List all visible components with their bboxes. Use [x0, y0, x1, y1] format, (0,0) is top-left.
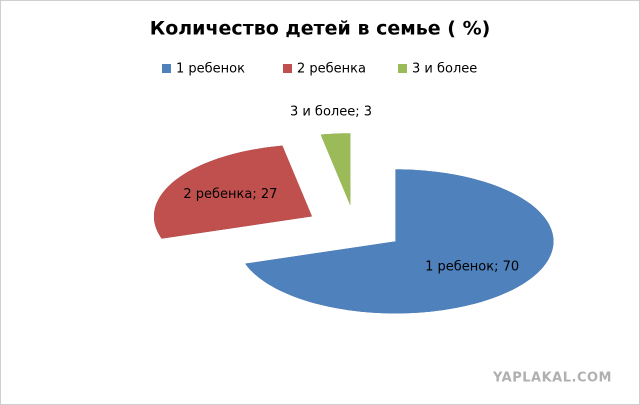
data-label: 3 и более; 3 [290, 105, 372, 120]
legend-swatch [162, 64, 171, 73]
pie-slice [153, 145, 312, 269]
watermark: YAPLAKAL.COM [492, 371, 612, 386]
legend-label: 1 ребенок [176, 62, 245, 77]
pie: 1 ребенок; 70 2 ребенка; 27 3 и более; 3 [153, 105, 554, 344]
slice-top [245, 169, 554, 314]
legend: 1 ребенок 2 ребенка 3 и более [162, 62, 477, 77]
legend-swatch [398, 64, 407, 73]
pie-slice [320, 133, 351, 236]
pie-slice [245, 169, 554, 344]
data-label: 2 ребенка; 27 [183, 187, 277, 202]
legend-label: 2 ребенка [297, 62, 366, 77]
legend-label: 3 и более [412, 62, 477, 77]
data-label: 1 ребенок; 70 [425, 259, 519, 274]
slice-top [153, 145, 312, 239]
slice-top [320, 133, 351, 206]
legend-swatch [283, 64, 292, 73]
chart-title: Количество детей в семье ( %) [150, 18, 491, 40]
